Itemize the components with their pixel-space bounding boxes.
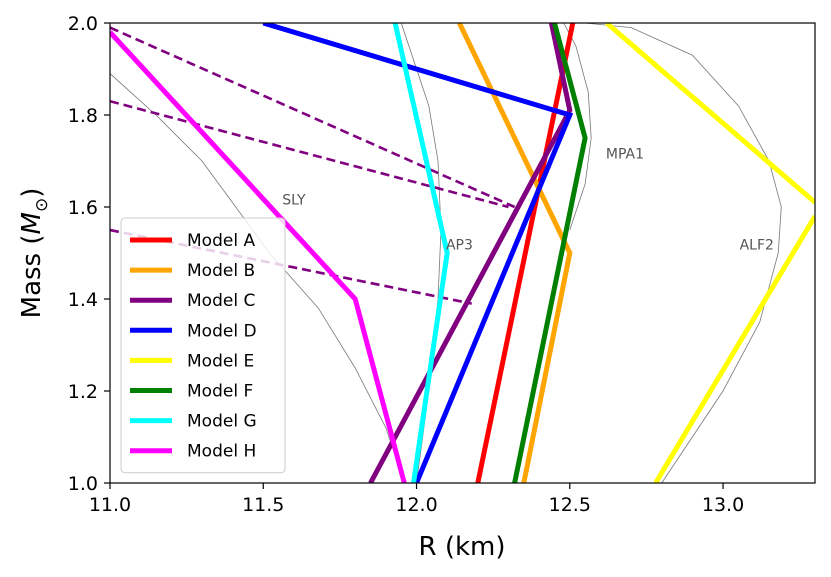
legend-label-model-d: Model D [187, 321, 257, 341]
y-tick-label: 1.0 [68, 473, 98, 495]
legend: Model A Model B Model C Model D Model E Model… [120, 217, 286, 474]
series-line-model-b [457, 23, 573, 483]
y-tick-label: 2.0 [68, 13, 98, 35]
series-line-model-d [262, 23, 574, 483]
eos-label-mpa1: MPA1 [606, 147, 644, 163]
series-line-model-g [392, 23, 450, 483]
eos-label-sly: SLY [282, 193, 306, 209]
legend-label-model-a: Model A [187, 231, 255, 251]
y-axis-ticks: 1.0 1.2 1.4 1.6 1.8 2.0 [68, 13, 110, 495]
series-line-model-e-1 [653, 214, 815, 483]
eos-curve-alf2 [585, 23, 782, 483]
legend-label-model-f: Model F [187, 382, 253, 402]
legend-label-model-g: Model G [187, 412, 257, 432]
dashed-line-1 [110, 26, 516, 209]
legend-box [120, 217, 286, 474]
x-tick-label: 12.0 [395, 494, 437, 516]
y-tick-label: 1.8 [68, 105, 98, 127]
legend-label-model-c: Model C [187, 291, 255, 311]
eos-curve-sly [110, 73, 405, 483]
x-tick-label: 13.0 [702, 494, 744, 516]
eos-labels: SLY AP3 MPA1 ALF2 [282, 147, 774, 254]
x-tick-label: 12.5 [549, 494, 591, 516]
x-axis-ticks: 11.0 11.5 12.0 12.5 13.0 [89, 483, 744, 516]
legend-label-model-b: Model B [187, 261, 255, 281]
y-tick-label: 1.2 [68, 381, 98, 403]
eos-curve-mpa1 [563, 23, 592, 231]
legend-label-model-h: Model H [187, 442, 256, 462]
series-line-model-e-2 [604, 23, 815, 205]
x-tick-label: 11.0 [89, 494, 131, 516]
series-line-model-c [368, 23, 573, 483]
y-tick-label: 1.4 [68, 289, 98, 311]
y-axis-label: Mass (M⊙) [17, 188, 52, 319]
y-tick-label: 1.6 [68, 197, 98, 219]
x-tick-label: 11.5 [242, 494, 284, 516]
x-axis-label: R (km) [418, 532, 505, 562]
series-line-model-a [475, 23, 576, 483]
dashed-line-2 [110, 99, 509, 209]
series-line-model-h [110, 30, 407, 483]
series-line-model-f [512, 23, 588, 483]
axes-frame [109, 22, 816, 484]
eos-label-alf2: ALF2 [740, 237, 774, 253]
eos-label-ap3: AP3 [446, 237, 473, 253]
legend-label-model-e: Model E [187, 351, 254, 371]
